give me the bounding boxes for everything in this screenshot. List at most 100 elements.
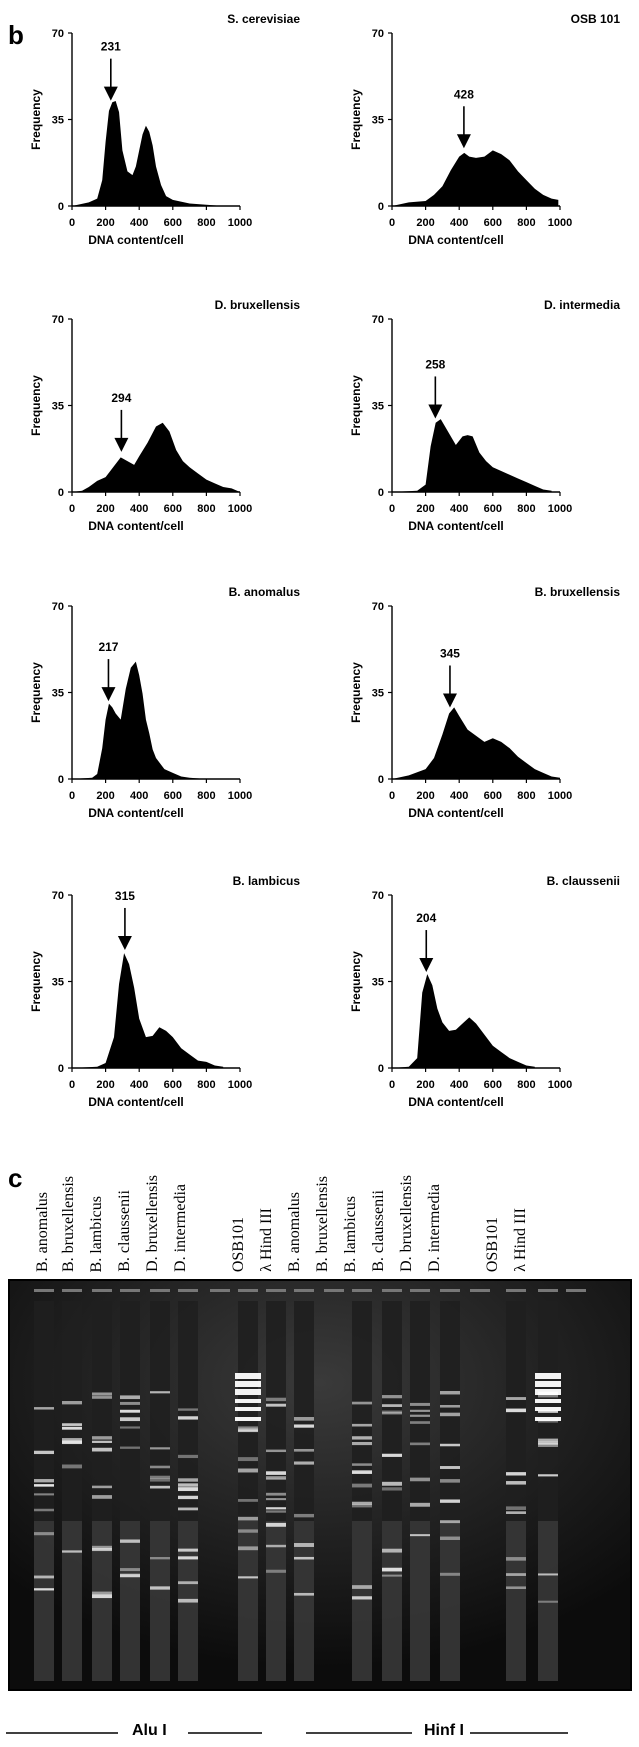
panel-b-label: b	[8, 20, 24, 50]
gel-band	[34, 1493, 54, 1496]
gel-band	[538, 1443, 558, 1447]
y-axis-label: Frequency	[29, 89, 43, 150]
gel-lane-smear-low	[538, 1521, 558, 1681]
gel-band	[120, 1395, 140, 1400]
y-tick-label: 70	[52, 314, 64, 326]
peak-label: 315	[115, 889, 135, 903]
peak-label: 294	[111, 391, 131, 405]
histogram-4: 0 35 70 0 200 400 600 800 1000 Frequency DNA conte…	[29, 585, 301, 820]
x-tick-label: 0	[69, 1079, 75, 1091]
gel-band	[382, 1410, 402, 1414]
y-tick-label: 70	[372, 28, 384, 40]
gel-band	[120, 1539, 140, 1543]
gel-band	[266, 1498, 286, 1501]
histogram-6: 0 35 70 0 200 400 600 800 1000 Frequency DNA conte…	[29, 874, 300, 1109]
histogram-7: 0 35 70 0 200 400 600 800 1000 Frequency DNA conte…	[349, 874, 620, 1109]
histogram-title: D. intermedia	[544, 298, 620, 312]
gel-band	[178, 1483, 198, 1487]
marker-band	[235, 1389, 261, 1395]
gel-band	[238, 1576, 258, 1579]
gel-band	[178, 1598, 198, 1603]
gel-band	[34, 1508, 54, 1512]
y-tick-label: 0	[58, 201, 64, 213]
x-tick-label: 800	[197, 790, 215, 802]
gel-band	[150, 1485, 170, 1489]
marker-band	[535, 1399, 561, 1403]
gel-well	[210, 1289, 230, 1292]
gel-band	[440, 1443, 460, 1447]
gel-band	[382, 1574, 402, 1577]
marker-band	[535, 1373, 561, 1379]
gel-band	[178, 1556, 198, 1560]
x-tick-label: 800	[517, 217, 535, 229]
marker-band	[535, 1389, 561, 1395]
gel-band	[178, 1548, 198, 1552]
gel-band	[62, 1423, 82, 1426]
marker-band	[535, 1417, 561, 1421]
gel-well	[238, 1289, 258, 1292]
histogram-fill	[72, 101, 224, 206]
gel-band	[294, 1556, 314, 1560]
histogram-title: S. cerevisiae	[227, 12, 300, 26]
gel-band	[238, 1426, 258, 1430]
gel-band	[382, 1567, 402, 1572]
gel-band	[382, 1481, 402, 1486]
gel-band	[266, 1569, 286, 1573]
y-tick-label: 0	[378, 487, 384, 499]
x-tick-label: 600	[164, 1079, 182, 1091]
gel-band	[538, 1600, 558, 1603]
marker-band	[235, 1373, 261, 1379]
gel-band	[352, 1401, 372, 1405]
x-tick-label: 1000	[548, 790, 572, 802]
gel-band	[266, 1397, 286, 1402]
x-tick-label: 1000	[548, 1079, 572, 1091]
gel-lane-label: B. lambicus	[342, 1195, 359, 1272]
peak-label: 428	[454, 87, 474, 101]
gel-well	[566, 1289, 586, 1292]
histogram-fill	[72, 661, 207, 779]
gel-band	[440, 1391, 460, 1395]
gel-band	[410, 1442, 430, 1446]
gel-lane-label: B. anomalus	[286, 1192, 303, 1272]
peak-label: 204	[416, 911, 436, 925]
histogram-title: B. anomalus	[229, 585, 301, 599]
histogram-title: OSB 101	[571, 12, 621, 26]
gel-band	[238, 1546, 258, 1551]
gel-lane-label: B. claussenii	[370, 1190, 387, 1272]
peak-arrow-head	[419, 958, 434, 973]
gel-lane-label: D. bruxellensis	[398, 1175, 415, 1272]
x-tick-label: 400	[450, 1079, 468, 1091]
gel-well	[470, 1289, 490, 1292]
gel-band	[266, 1403, 286, 1407]
x-tick-label: 600	[164, 503, 182, 515]
gel-band	[92, 1396, 112, 1399]
gel-band	[352, 1585, 372, 1589]
gel-band	[506, 1397, 526, 1400]
y-tick-label: 70	[372, 314, 384, 326]
x-tick-label: 400	[450, 503, 468, 515]
marker-band	[235, 1381, 261, 1387]
gel-well	[538, 1289, 558, 1292]
y-tick-label: 35	[372, 977, 384, 989]
gel-lane-smear-low	[294, 1521, 314, 1681]
x-tick-label: 600	[484, 503, 502, 515]
gel-lane-label: λ Hind III	[258, 1208, 275, 1272]
gel-band	[440, 1499, 460, 1503]
gel-band	[238, 1516, 258, 1521]
x-tick-label: 200	[96, 790, 114, 802]
x-axis-label: DNA content/cell	[88, 519, 184, 533]
gel-band	[150, 1447, 170, 1450]
gel-band	[294, 1461, 314, 1465]
x-tick-label: 800	[517, 503, 535, 515]
gel-well	[150, 1289, 170, 1292]
gel-band	[410, 1402, 430, 1406]
gel-band	[266, 1507, 286, 1510]
histogram-fill	[392, 974, 535, 1068]
y-tick-label: 35	[52, 688, 64, 700]
x-tick-label: 1000	[228, 1079, 252, 1091]
gel-band	[266, 1522, 286, 1527]
gel-well	[352, 1289, 372, 1292]
gel-band	[150, 1478, 170, 1482]
gel-band	[294, 1513, 314, 1518]
histogram-0: 0 35 70 0 200 400 600 800 1000 Frequency DNA conte…	[29, 12, 300, 247]
